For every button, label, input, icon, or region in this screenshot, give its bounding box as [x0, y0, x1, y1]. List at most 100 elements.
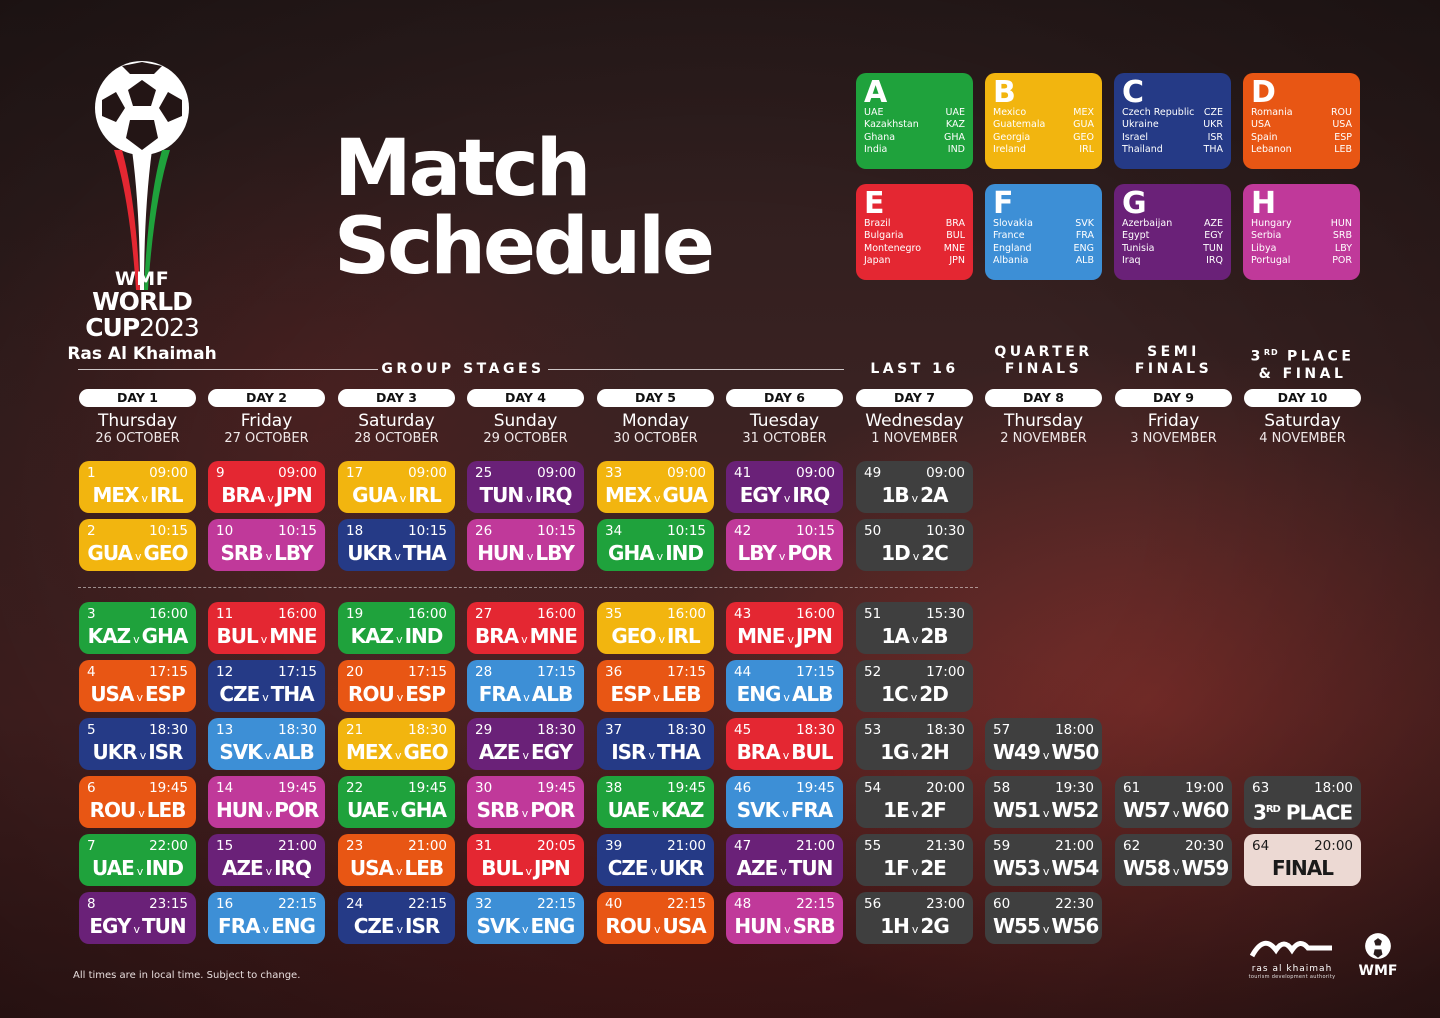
match-number: 60 — [993, 896, 1011, 912]
versus: v — [911, 865, 918, 878]
team-code: SVK — [1075, 218, 1094, 229]
away-team: LBY — [274, 541, 313, 565]
match-card-48: 48 22:15 HUN v SRB — [726, 892, 843, 944]
day-label: DAY 2 — [208, 389, 325, 407]
group-letter: F — [993, 186, 1014, 221]
team-code: UAE — [945, 107, 965, 118]
away-team: POR — [530, 798, 575, 822]
match-card-12: 12 17:15 CZE v THA — [208, 660, 325, 712]
away-team: IRL — [667, 624, 701, 648]
away-team: 2H — [920, 740, 950, 764]
match-teams: HUN v POR — [216, 797, 319, 827]
home-team: 1C — [881, 682, 909, 706]
home-team: HUN — [734, 914, 782, 938]
match-number: 37 — [605, 722, 623, 738]
match-number: 13 — [216, 722, 234, 738]
day-header-2: DAY 2 Friday 27 OCTOBER — [208, 389, 325, 446]
match-number: 32 — [475, 896, 493, 912]
day-label: DAY 5 — [597, 389, 714, 407]
versus: v — [910, 691, 917, 704]
match-teams: GUA v IRL — [346, 482, 447, 512]
team-name: Slovakia — [993, 218, 1033, 229]
match-number: 18 — [346, 523, 364, 539]
versus: v — [653, 691, 659, 704]
stage-quarter-finals: QUARTER FINALS — [994, 344, 1093, 377]
group-card-c: C Czech Republic CZE Ukraine UKR Israel ISR Tha… — [1114, 73, 1231, 169]
match-card-37: 37 18:30 ISR v THA — [597, 718, 714, 770]
versus: v — [134, 550, 141, 563]
match-time: 19:45 — [278, 780, 317, 796]
match-number: 29 — [475, 722, 493, 738]
match-time: 22:15 — [796, 896, 835, 912]
match-teams: AZE v TUN — [734, 855, 835, 885]
team-code: ISR — [1207, 131, 1223, 143]
away-team: IRQ — [274, 856, 312, 880]
team-code: GEO — [1073, 131, 1094, 143]
home-team: ESP — [610, 682, 652, 706]
match-teams: GEO v IRL — [605, 623, 706, 653]
home-team: ISR — [611, 740, 646, 764]
day-name: Saturday — [1264, 411, 1341, 431]
match-time: 17:00 — [926, 664, 965, 680]
home-team: SRB — [220, 541, 264, 565]
group-letter: C — [1122, 75, 1145, 110]
group-team: Georgia GEO — [993, 132, 1094, 144]
match-number: 14 — [216, 780, 234, 796]
home-team: 1A — [881, 624, 909, 648]
group-team: Iraq IRQ — [1122, 255, 1223, 267]
group-card-e: E Brazil BRA Bulgaria BUL Montenegro MNE Japan J… — [856, 184, 973, 280]
rak-logo: ras al khaimah tourism development autho… — [1248, 932, 1336, 981]
football-icon — [95, 61, 189, 155]
match-card-8: 8 23:15 EGY v TUN — [79, 892, 196, 944]
away-team: TUN — [142, 914, 187, 938]
away-team: MNE — [529, 624, 578, 648]
away-team: GHA — [400, 798, 447, 822]
match-teams: 1E v 2F — [864, 797, 965, 827]
match-card-4: 4 17:15 USA v ESP — [79, 660, 196, 712]
team-name: Brazil — [864, 218, 891, 229]
away-team: IND — [404, 624, 444, 648]
match-time: 19:45 — [796, 780, 835, 796]
match-card-22: 22 19:45 UAE v GHA — [338, 776, 455, 828]
match-teams: CZE v ISR — [346, 913, 447, 943]
match-card-16: 16 22:15 FRA v ENG — [208, 892, 325, 944]
team-name: England — [993, 242, 1032, 254]
team-name: Ireland — [993, 143, 1026, 155]
match-teams: ROU v LEB — [87, 797, 188, 827]
group-team: Azerbaijan AZE — [1122, 218, 1223, 230]
match-time: 16:00 — [408, 606, 447, 622]
away-team: ISR — [405, 914, 440, 938]
home-team: UKR — [347, 541, 392, 565]
group-team: Montenegro MNE — [864, 243, 965, 255]
day-name: Saturday — [358, 411, 435, 431]
match-time: 10:15 — [796, 523, 835, 539]
group-team: India IND — [864, 144, 965, 156]
match-number: 23 — [346, 838, 364, 854]
match-time: 09:00 — [149, 465, 188, 481]
group-team: Guatemala GUA — [993, 119, 1094, 131]
group-team: Slovakia SVK — [993, 218, 1094, 230]
match-card-41: 41 09:00 EGY v IRQ — [726, 461, 843, 513]
versus: v — [911, 749, 918, 762]
home-team: FRA — [478, 682, 522, 706]
away-team: 2C — [921, 541, 949, 565]
match-card-3: 3 16:00 KAZ v GHA — [79, 602, 196, 654]
match-card-1: 1 09:00 MEX v IRL — [79, 461, 196, 513]
match-time: 18:30 — [667, 722, 706, 738]
match-number: 28 — [475, 664, 493, 680]
team-code: IRQ — [1206, 254, 1223, 266]
match-card-59: 59 21:00 W53 v W54 — [985, 834, 1102, 886]
match-time: 22:15 — [408, 896, 447, 912]
away-team: ALB — [531, 682, 573, 706]
wmf-world-cup-logo: WMF WORLD CUP2023 Ras Al Khaimah — [62, 58, 222, 365]
home-team: W51 — [993, 798, 1041, 822]
home-team: 1E — [883, 798, 910, 822]
match-teams: W53 v W54 — [993, 855, 1099, 885]
match-number: 42 — [734, 523, 752, 539]
match-card-44: 44 17:15 ENG v ALB — [726, 660, 843, 712]
match-teams: W58 v W59 — [1123, 855, 1229, 885]
match-teams: AZE v IRQ — [216, 855, 317, 885]
match-time: 19:45 — [537, 780, 576, 796]
team-name: Albania — [993, 254, 1029, 266]
group-team: Israel ISR — [1122, 132, 1223, 144]
